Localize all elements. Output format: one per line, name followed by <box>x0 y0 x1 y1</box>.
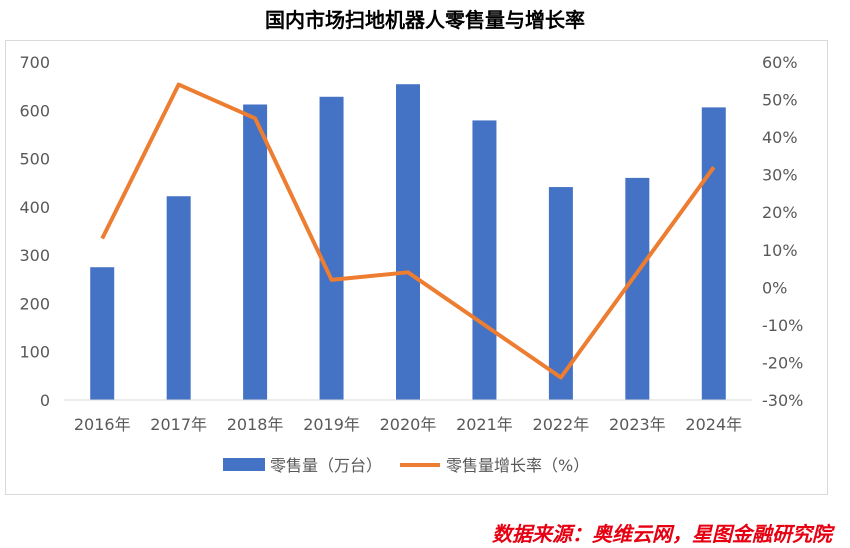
legend-swatch-bar <box>223 458 265 471</box>
legend-label-sales: 零售量（万台） <box>270 456 382 475</box>
y-right-tick-label: 40% <box>762 128 798 147</box>
y-left-tick-label: 100 <box>19 343 50 362</box>
bar-2020年 <box>396 84 420 400</box>
x-tick-label: 2018年 <box>227 415 284 434</box>
y-left-tick-label: 200 <box>19 294 50 313</box>
bar-2017年 <box>166 196 191 400</box>
y-left-tick-label: 700 <box>19 53 50 72</box>
y-left-tick-label: 300 <box>19 246 50 265</box>
y-left-tick-label: 600 <box>19 101 50 120</box>
x-tick-label: 2020年 <box>380 415 437 434</box>
chart-title: 国内市场扫地机器人零售量与增长率 <box>265 8 585 32</box>
x-tick-label: 2021年 <box>456 415 513 434</box>
x-tick-label: 2017年 <box>150 415 207 434</box>
x-tick-label: 2022年 <box>533 415 590 434</box>
legend: 零售量（万台） 零售量增长率（%） <box>223 456 589 475</box>
y-right-tick-label: 30% <box>762 166 798 185</box>
bar-2021年 <box>472 120 497 400</box>
y-right-tick-label: 10% <box>762 241 798 260</box>
bar-2023年 <box>625 177 650 400</box>
bar-2016年 <box>90 267 115 400</box>
y-right-tick-label: -20% <box>762 353 803 372</box>
x-tick-label: 2016年 <box>74 415 131 434</box>
y-right-tick-label: 60% <box>762 53 798 72</box>
source-note: 数据来源：奥维云网，星图金融研究院 <box>492 522 832 546</box>
bar-2024年 <box>701 107 726 400</box>
bar-2019年 <box>319 96 344 400</box>
y-left-tick-label: 400 <box>19 198 50 217</box>
x-tick-label: 2024年 <box>685 415 742 434</box>
y-right-tick-label: 50% <box>762 91 798 110</box>
y-right-tick-label: 20% <box>762 203 798 222</box>
y-right-tick-label: -30% <box>762 391 803 410</box>
y-right-tick-label: -10% <box>762 316 803 335</box>
legend-label-growth: 零售量增长率（%） <box>446 456 589 475</box>
x-tick-label: 2019年 <box>303 415 360 434</box>
y-left-tick-label: 0 <box>40 391 50 410</box>
y-left-tick-label: 500 <box>19 150 50 169</box>
x-tick-label: 2023年 <box>609 415 666 434</box>
y-right-tick-label: 0% <box>762 278 787 297</box>
bar-2018年 <box>243 104 268 401</box>
